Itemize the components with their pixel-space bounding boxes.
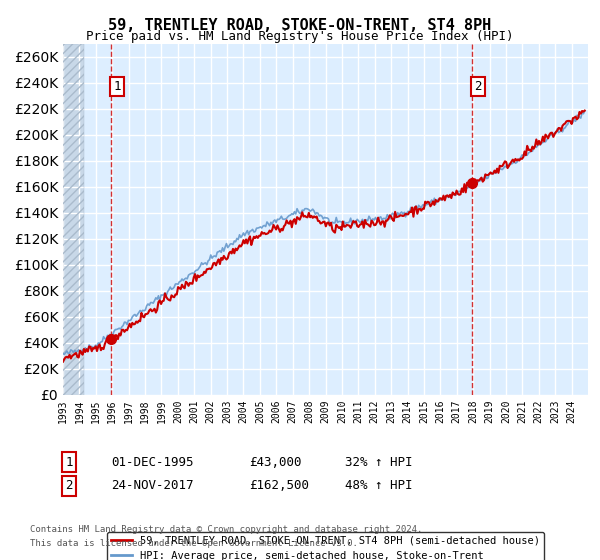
Text: 2: 2 (65, 479, 73, 492)
Text: 01-DEC-1995: 01-DEC-1995 (111, 455, 193, 469)
Text: 1: 1 (113, 80, 121, 93)
Text: 32% ↑ HPI: 32% ↑ HPI (345, 455, 413, 469)
Text: 1: 1 (65, 455, 73, 469)
Legend: 59, TRENTLEY ROAD, STOKE-ON-TRENT, ST4 8PH (semi-detached house), HPI: Average p: 59, TRENTLEY ROAD, STOKE-ON-TRENT, ST4 8… (107, 531, 544, 560)
Text: 2: 2 (474, 80, 481, 93)
Text: £43,000: £43,000 (249, 455, 302, 469)
Text: £162,500: £162,500 (249, 479, 309, 492)
FancyBboxPatch shape (63, 44, 85, 395)
Text: 48% ↑ HPI: 48% ↑ HPI (345, 479, 413, 492)
Text: This data is licensed under the Open Government Licence v3.0.: This data is licensed under the Open Gov… (30, 539, 358, 548)
Text: 59, TRENTLEY ROAD, STOKE-ON-TRENT, ST4 8PH: 59, TRENTLEY ROAD, STOKE-ON-TRENT, ST4 8… (109, 18, 491, 33)
Text: Contains HM Land Registry data © Crown copyright and database right 2024.: Contains HM Land Registry data © Crown c… (30, 525, 422, 534)
Text: 24-NOV-2017: 24-NOV-2017 (111, 479, 193, 492)
Text: Price paid vs. HM Land Registry's House Price Index (HPI): Price paid vs. HM Land Registry's House … (86, 30, 514, 43)
